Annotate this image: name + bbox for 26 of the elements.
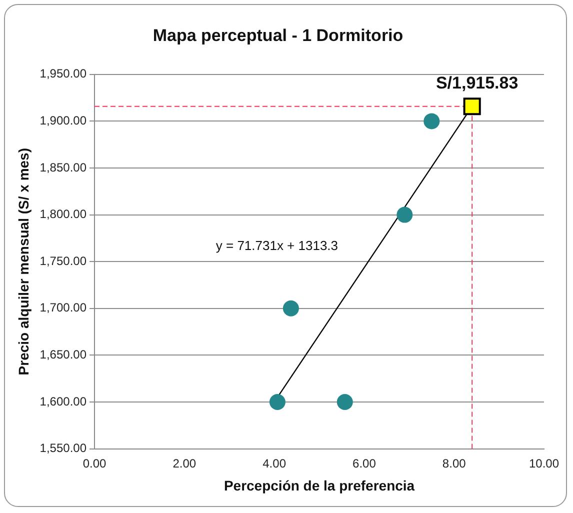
y-axis-title: Precio alquiler mensual (S/ x mes): [15, 148, 32, 376]
chart-title: Mapa perceptual - 1 Dormitorio: [152, 26, 404, 45]
y-tick-label: 1,750.00: [40, 254, 87, 268]
point: [463, 98, 481, 116]
x-tick-label: 4.00: [262, 456, 286, 470]
annotation: y = 71.731x + 1313.3: [216, 238, 338, 254]
x-tick-label: 2.00: [172, 456, 196, 470]
x-tick-label: 6.00: [352, 456, 376, 470]
annotation: S/1,915.83: [436, 74, 518, 93]
x-tick-label: 10.00: [528, 456, 560, 470]
y-tick-label: 1,650.00: [40, 348, 87, 362]
y-tick-label: 1,550.00: [40, 441, 87, 456]
x-tick-label: 8.00: [442, 456, 466, 470]
point: [269, 394, 286, 410]
point: [336, 394, 353, 410]
x-axis-title: Percepción de la preferencia: [224, 477, 415, 494]
x-tick-label: 0.00: [82, 456, 107, 470]
point: [396, 206, 413, 223]
y-tick-label: 1,950.00: [40, 66, 87, 81]
y-tick-label: 1,600.00: [40, 394, 87, 408]
point: [424, 113, 440, 130]
y-tick-label: 1,700.00: [40, 300, 87, 315]
y-tick-label: 1,800.00: [40, 207, 87, 222]
y-tick-label: 1,900.00: [40, 114, 87, 128]
y-tick-label: 1,850.00: [40, 160, 87, 174]
point: [282, 300, 299, 316]
